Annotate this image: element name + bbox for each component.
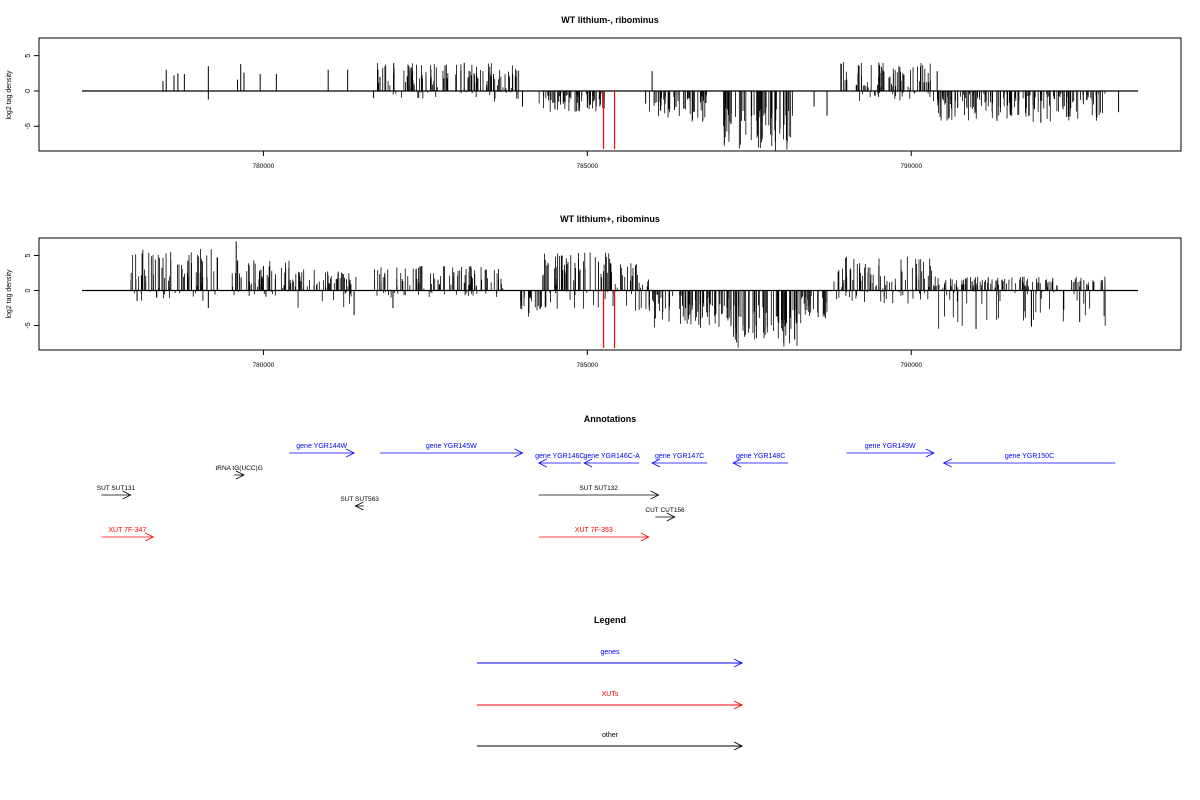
feature-arrowhead — [650, 490, 660, 500]
feature-arrowhead — [583, 458, 593, 468]
feature-label: gene YGR144W — [296, 443, 347, 450]
feature-arrowhead — [354, 501, 364, 511]
plot-frame — [38, 37, 1182, 152]
feature-label: tRNA tG(UCC)G — [215, 465, 262, 472]
feature-arrowhead — [145, 532, 155, 542]
legend-arrowhead — [733, 658, 744, 668]
x-tick-label: 785000 — [576, 362, 598, 369]
panel-lithium-plus: WT lithium+, ribominus log2 tag density … — [6, 214, 1182, 369]
legend-arrowhead — [733, 700, 744, 710]
x-tick-label: 780000 — [253, 163, 275, 170]
legend-title: Legend — [594, 615, 626, 625]
x-tick-label: 790000 — [900, 163, 922, 170]
feature-label: SUT SUT131 — [97, 485, 136, 492]
feature-arrowhead — [345, 448, 355, 458]
panel-title: WT lithium-, ribominus — [561, 15, 659, 25]
feature-arrowhead — [732, 458, 742, 468]
feature-label: gene YGR146C-A — [583, 453, 640, 460]
x-tick-label: 785000 — [576, 163, 598, 170]
annotations-panel: Annotations gene YGR144W gene YGR145W gene… — [97, 414, 1116, 542]
x-tick-label: 790000 — [900, 362, 922, 369]
feature-arrowhead — [640, 532, 650, 542]
feature-label: XUT 7F-353 — [575, 527, 613, 534]
feature-arrowhead — [235, 470, 245, 480]
legend-arrowhead — [733, 741, 744, 751]
legend-label-gene: genes — [600, 649, 620, 656]
panel-title: WT lithium+, ribominus — [560, 214, 660, 224]
feature-label: gene YGR145W — [426, 443, 477, 450]
feature-arrowhead — [666, 512, 676, 522]
y-axis-label: log2 tag density — [6, 70, 13, 120]
feature-label: SUT SUT563 — [340, 496, 379, 503]
feature-arrowhead — [925, 448, 935, 458]
feature-arrowhead — [537, 458, 547, 468]
panel-lithium-minus: WT lithium-, ribominus log2 tag density … — [6, 15, 1182, 170]
feature-arrowhead — [514, 448, 524, 458]
y-tick-label: 0 — [25, 89, 32, 93]
y-tick-label: 5 — [25, 54, 32, 58]
feature-arrowhead — [651, 458, 661, 468]
feature-label: CUT CUT156 — [645, 507, 685, 514]
y-tick-label: -5 — [25, 322, 32, 328]
x-tick-label: 780000 — [253, 362, 275, 369]
legend-label-xut: XUTs — [602, 691, 619, 698]
y-tick-label: 5 — [25, 253, 32, 257]
y-tick-label: -5 — [25, 123, 32, 129]
plot-frame — [38, 237, 1182, 351]
feature-label: gene YGR147C — [655, 453, 704, 460]
feature-arrowhead — [942, 458, 952, 468]
annotations-title: Annotations — [584, 414, 637, 424]
feature-arrowhead — [122, 490, 132, 500]
feature-label: gene YGR148C — [736, 453, 785, 460]
feature-label: gene YGR146C — [535, 453, 584, 460]
y-tick-label: 0 — [25, 288, 32, 292]
feature-label: gene YGR149W — [865, 443, 916, 450]
legend: Legend genes XUTs other — [477, 615, 744, 751]
feature-label: XUT 7F-347 — [108, 527, 146, 534]
y-axis-label: log2 tag density — [6, 269, 13, 319]
feature-label: SUT SUT132 — [579, 485, 618, 492]
legend-label-other: other — [602, 732, 619, 739]
feature-label: gene YGR150C — [1005, 453, 1054, 460]
